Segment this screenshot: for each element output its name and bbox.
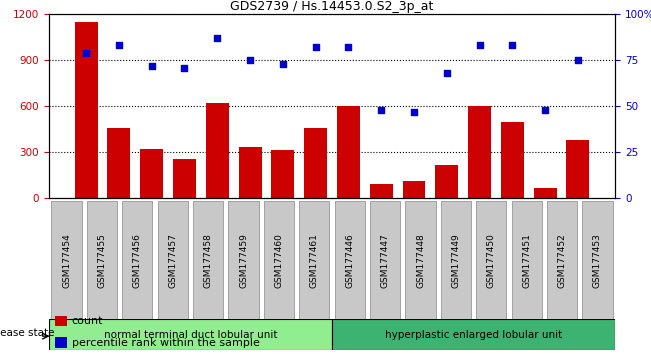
FancyBboxPatch shape (441, 201, 471, 320)
FancyBboxPatch shape (370, 201, 400, 320)
Point (81, 50, 91, 56)
Point (114, 42, 124, 48)
Bar (75, 22, 98, 198)
Text: GSM177452: GSM177452 (558, 233, 566, 287)
FancyBboxPatch shape (477, 201, 506, 320)
Point (245, 57, 255, 63)
Point (277, 61, 288, 67)
FancyBboxPatch shape (158, 201, 187, 320)
Bar (402, 181, 426, 198)
Text: GSM177450: GSM177450 (487, 233, 496, 288)
Point (540, 107, 550, 113)
Bar (501, 121, 524, 198)
Point (311, 45, 321, 50)
Bar (271, 150, 294, 198)
Text: GSM177460: GSM177460 (275, 233, 283, 288)
Text: GSM177456: GSM177456 (133, 233, 142, 288)
FancyBboxPatch shape (193, 201, 223, 320)
Text: GSM177448: GSM177448 (416, 233, 425, 287)
Point (376, 107, 387, 113)
Text: GSM177446: GSM177446 (345, 233, 354, 287)
Point (212, 35, 223, 41)
Point (179, 65, 189, 70)
Bar (370, 184, 393, 198)
Text: count: count (72, 316, 103, 326)
Bar (304, 128, 327, 198)
Point (475, 42, 485, 48)
FancyBboxPatch shape (87, 201, 117, 320)
Bar (206, 103, 229, 198)
Text: GSM177454: GSM177454 (62, 233, 71, 287)
Bar (238, 147, 262, 198)
Text: GSM177449: GSM177449 (451, 233, 460, 287)
FancyBboxPatch shape (547, 201, 577, 320)
Text: disease state: disease state (0, 328, 54, 338)
Text: GSM177451: GSM177451 (522, 233, 531, 288)
Text: GSM177459: GSM177459 (239, 233, 248, 288)
Point (441, 70, 452, 76)
Bar (436, 165, 458, 198)
Bar (107, 128, 130, 198)
FancyBboxPatch shape (51, 201, 81, 320)
Point (573, 57, 583, 63)
FancyBboxPatch shape (406, 201, 436, 320)
FancyBboxPatch shape (264, 201, 294, 320)
Text: normal terminal duct lobular unit: normal terminal duct lobular unit (104, 330, 277, 339)
FancyBboxPatch shape (583, 201, 613, 320)
Bar (140, 149, 163, 198)
FancyBboxPatch shape (229, 201, 258, 320)
Title: GDS2739 / Hs.14453.0.S2_3p_at: GDS2739 / Hs.14453.0.S2_3p_at (230, 0, 434, 13)
FancyBboxPatch shape (512, 201, 542, 320)
Bar (468, 106, 491, 198)
Bar (55, 316, 67, 326)
Text: GSM177457: GSM177457 (168, 233, 177, 288)
Text: GSM177455: GSM177455 (98, 233, 106, 288)
Point (507, 42, 518, 48)
FancyBboxPatch shape (122, 201, 152, 320)
Text: percentile rank within the sample: percentile rank within the sample (72, 337, 260, 348)
Bar (49, 319, 332, 350)
Point (343, 45, 353, 50)
Text: hyperplastic enlarged lobular unit: hyperplastic enlarged lobular unit (385, 330, 562, 339)
Bar (55, 337, 67, 348)
Point (146, 63, 157, 69)
FancyBboxPatch shape (335, 201, 365, 320)
Text: GSM177447: GSM177447 (381, 233, 389, 287)
Text: GSM177461: GSM177461 (310, 233, 319, 288)
Text: GSM177453: GSM177453 (593, 233, 602, 288)
Text: GSM177458: GSM177458 (204, 233, 213, 288)
Bar (173, 159, 196, 198)
Bar (337, 106, 360, 198)
Point (409, 109, 419, 115)
Bar (566, 140, 589, 198)
Bar (332, 319, 615, 350)
FancyBboxPatch shape (299, 201, 329, 320)
Bar (534, 188, 557, 198)
